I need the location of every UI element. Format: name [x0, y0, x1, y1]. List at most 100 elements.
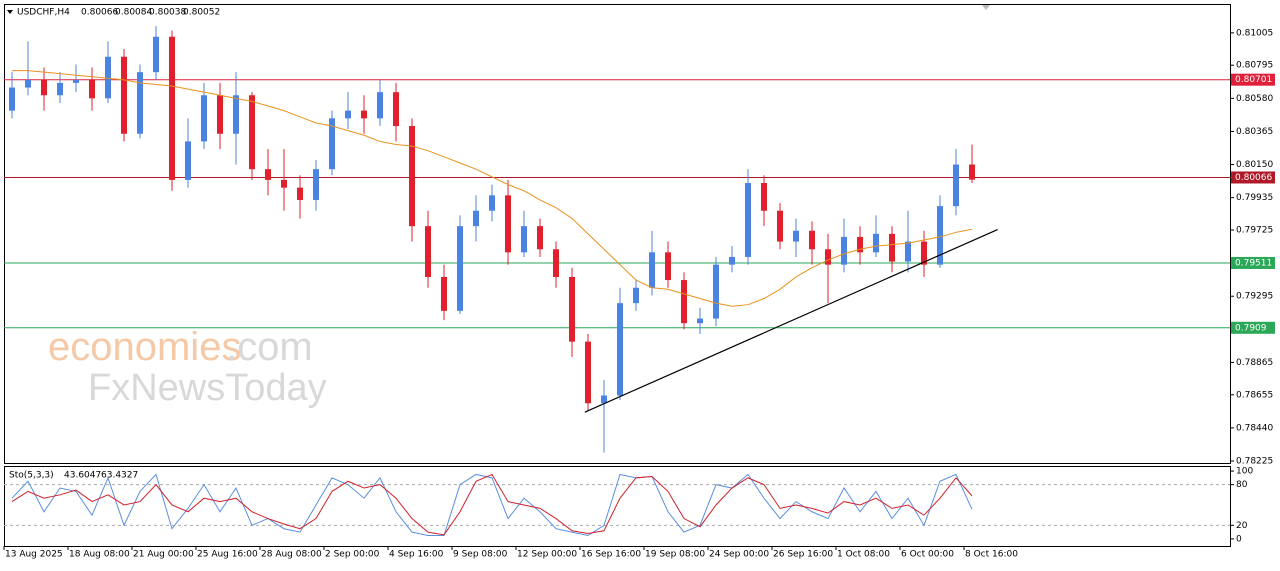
price-label-bg: [1231, 256, 1275, 269]
header-open: 0.80066: [81, 8, 118, 18]
price-label: 0.79511: [1235, 258, 1272, 268]
candle-body: [377, 92, 383, 119]
stoch-line: [11, 473, 973, 536]
candle-body: [361, 110, 367, 119]
y-tick-label: 0.79725: [1236, 225, 1273, 235]
candle-body: [217, 95, 223, 134]
price-label: 0.80066: [1235, 173, 1272, 183]
candle-body: [249, 95, 255, 170]
header-close: 0.80052: [183, 8, 220, 18]
header-high: 0.80084: [115, 8, 152, 18]
x-tick-label: 9 Sep 08:00: [453, 550, 508, 560]
watermark-suffix: .com: [226, 325, 313, 369]
candle-body: [489, 195, 495, 211]
candle-body: [425, 226, 431, 277]
header-symbol: USDCHF,H4: [17, 8, 70, 18]
price-label: 0.80701: [1235, 75, 1272, 85]
trendline: [584, 228, 998, 413]
x-tick-label: 4 Sep 16:00: [389, 550, 444, 560]
y-tick-label: 0.78655: [1236, 390, 1273, 400]
y-tick-label: 0.78865: [1236, 358, 1273, 368]
candle-body: [169, 36, 175, 180]
watermark-sub: FxNewsToday: [88, 367, 327, 409]
y-tick-label: 0: [1236, 534, 1242, 544]
x-tick-label: 21 Aug 00:00: [133, 550, 194, 560]
candle-body: [473, 210, 479, 227]
candle-body: [649, 252, 655, 288]
y-tick-label: 0.79295: [1236, 292, 1273, 302]
candle-body: [841, 236, 847, 265]
candle-body: [857, 236, 863, 253]
stoch-line: [11, 473, 973, 537]
candle-body: [265, 169, 271, 180]
header-arrow: [7, 10, 13, 14]
candle-body: [745, 183, 751, 257]
candle-body: [233, 95, 239, 134]
price-label-bg: [1231, 171, 1275, 184]
candle-body: [345, 110, 351, 119]
x-tick-label: 19 Sep 08:00: [645, 550, 705, 560]
x-tick-label: 13 Aug 2025: [5, 550, 63, 560]
x-tick-label: 24 Sep 00:00: [709, 550, 769, 560]
candle-body: [521, 226, 527, 253]
x-tick-label: 2 Sep 00:00: [325, 550, 380, 560]
y-tick-label: 100: [1236, 467, 1253, 477]
y-tick-label: 80: [1236, 480, 1248, 490]
y-tick-label: 0.80580: [1236, 94, 1273, 104]
candle-body: [873, 233, 879, 253]
x-tick-label: 6 Oct 00:00: [901, 550, 954, 560]
y-tick-label: 0.80795: [1236, 61, 1273, 71]
y-tick-label: 0.80365: [1236, 127, 1273, 137]
y-tick-label: 0.78440: [1236, 423, 1273, 433]
candle-body: [537, 226, 543, 250]
candle-body: [457, 226, 463, 311]
candle-body: [393, 92, 399, 127]
candle-body: [41, 79, 47, 96]
watermark: economies .com FxNewsToday: [48, 325, 327, 409]
candle-body: [73, 79, 79, 83]
candle-body: [409, 126, 415, 227]
candle-body: [937, 206, 943, 265]
x-tick-label: 8 Oct 16:00: [965, 550, 1018, 560]
y-tick-label: 0.80150: [1236, 160, 1273, 170]
candle-body: [969, 164, 975, 180]
candle-body: [121, 56, 127, 134]
candle-body: [329, 118, 335, 170]
candle-body: [905, 241, 911, 262]
y-tick-label: 0.78225: [1236, 456, 1273, 466]
candle-body: [681, 280, 687, 324]
price-label-bg: [1231, 73, 1275, 86]
candle-body: [617, 303, 623, 396]
candle-body: [553, 249, 559, 277]
candle-body: [153, 36, 159, 73]
candle-body: [601, 395, 607, 404]
candle-body: [313, 169, 319, 200]
candle-body: [809, 230, 815, 250]
candle-body: [201, 95, 207, 142]
candle-body: [105, 56, 111, 99]
moving-average: [12, 70, 973, 307]
x-tick-label: 18 Aug 08:00: [69, 550, 130, 560]
candle-body: [297, 187, 303, 200]
watermark-brand: economies: [48, 325, 241, 369]
candle-body: [57, 82, 63, 96]
candle-body: [729, 256, 735, 265]
candle-body: [569, 276, 575, 342]
x-tick-label: 12 Sep 00:00: [517, 550, 577, 560]
x-tick-label: 26 Sep 16:00: [773, 550, 833, 560]
candle-body: [761, 183, 767, 211]
y-tick-label: 0.79935: [1236, 193, 1273, 203]
x-tick-label: 28 Aug 08:00: [261, 550, 322, 560]
candle-body: [441, 276, 447, 311]
indicator-title: Sto(5,3,3): [9, 471, 54, 481]
candle-body: [585, 341, 591, 404]
y-tick-label: 20: [1236, 521, 1248, 531]
candle-body: [921, 241, 927, 265]
candle-body: [825, 249, 831, 265]
candle-body: [281, 179, 287, 188]
header-low: 0.80038: [149, 8, 186, 18]
main-panel: [4, 4, 1231, 464]
y-tick-label: 0.81005: [1236, 28, 1273, 38]
